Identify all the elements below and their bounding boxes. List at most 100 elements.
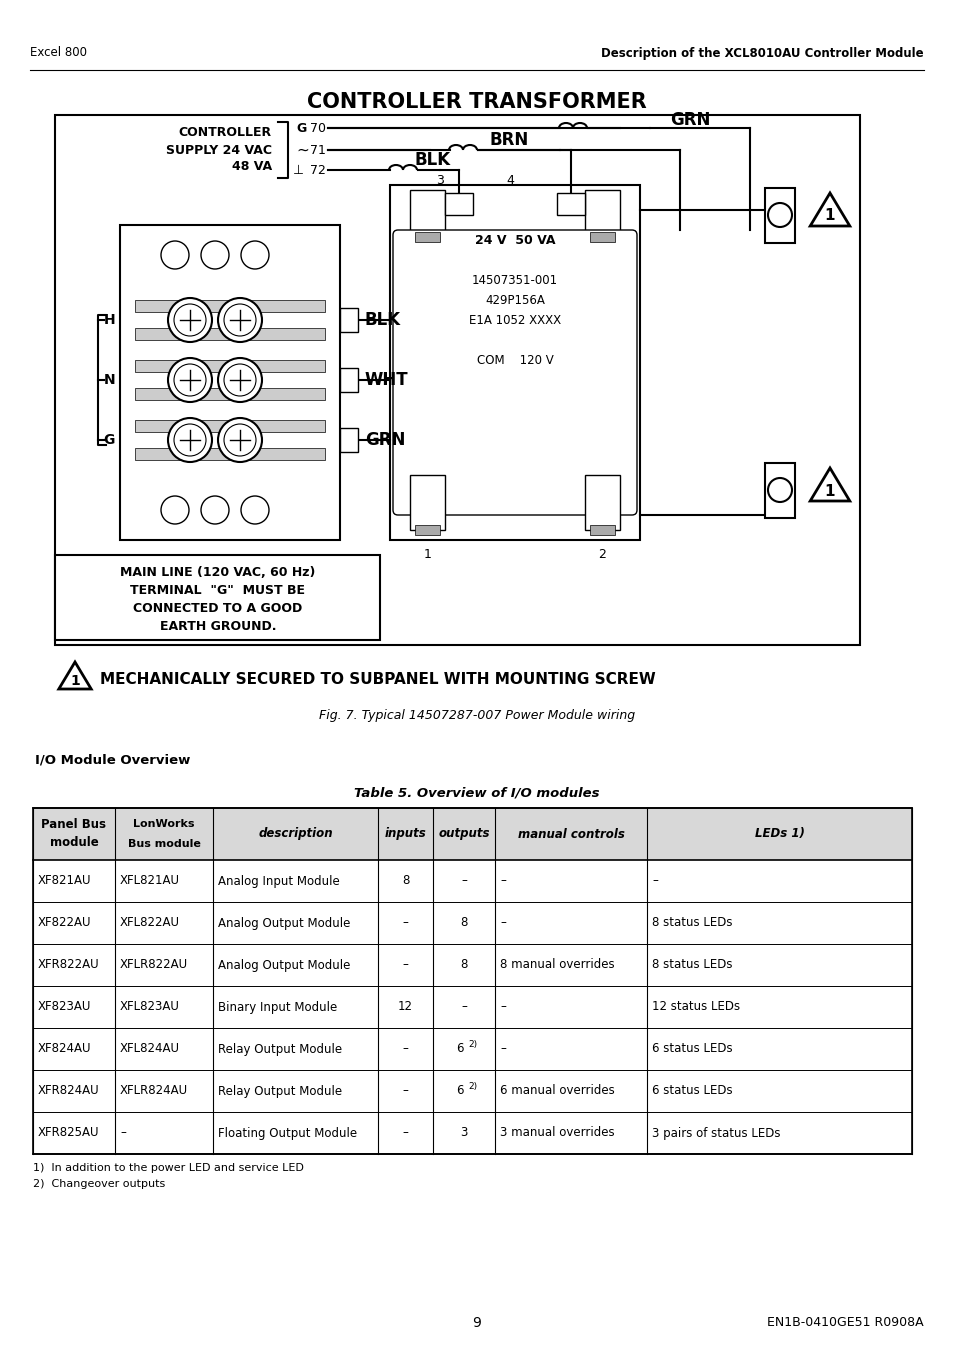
Text: –: – [402, 1085, 408, 1097]
Text: Analog Input Module: Analog Input Module [218, 874, 339, 888]
Bar [135, 300, 325, 312]
Text: 1: 1 [423, 549, 431, 562]
Text: G: G [295, 122, 306, 135]
Text: –: – [499, 874, 505, 888]
Text: 8 status LEDs: 8 status LEDs [651, 916, 732, 929]
Circle shape [168, 417, 212, 462]
Bar [135, 420, 325, 432]
Text: 6 status LEDs: 6 status LEDs [651, 1085, 732, 1097]
Polygon shape [59, 662, 91, 689]
Text: 6 status LEDs: 6 status LEDs [651, 1043, 732, 1055]
Text: 2): 2) [468, 1082, 476, 1090]
Text: XFR822AU: XFR822AU [38, 958, 99, 971]
Bar [339, 308, 357, 332]
Bar [55, 555, 379, 640]
Bar [55, 115, 859, 644]
Text: 1)  In addition to the power LED and service LED: 1) In addition to the power LED and serv… [33, 1163, 304, 1173]
Text: Binary Input Module: Binary Input Module [218, 1001, 337, 1013]
Text: XF823AU: XF823AU [38, 1001, 91, 1013]
Text: CONTROLLER: CONTROLLER [178, 127, 272, 139]
Text: H: H [103, 313, 115, 327]
Bar [33, 808, 911, 1154]
Text: 3 pairs of status LEDs: 3 pairs of status LEDs [651, 1127, 780, 1139]
Circle shape [224, 363, 255, 396]
Circle shape [161, 240, 189, 269]
Text: XFL822AU: XFL822AU [120, 916, 180, 929]
Text: GRN: GRN [669, 111, 710, 128]
Text: 1: 1 [824, 208, 835, 223]
Text: XFL824AU: XFL824AU [120, 1043, 180, 1055]
Text: EN1B-0410GE51 R0908A: EN1B-0410GE51 R0908A [766, 1316, 923, 1329]
Text: 8: 8 [401, 874, 409, 888]
Bar [589, 232, 615, 242]
Text: 3 manual overrides: 3 manual overrides [499, 1127, 614, 1139]
Text: 2: 2 [598, 549, 606, 562]
Text: 429P156A: 429P156A [484, 293, 544, 307]
Bar [764, 462, 794, 517]
Text: XF822AU: XF822AU [38, 916, 91, 929]
Bar [584, 190, 619, 245]
Text: –: – [402, 1043, 408, 1055]
Text: module: module [50, 836, 98, 850]
Bar [410, 476, 444, 530]
Text: –: – [499, 1001, 505, 1013]
Text: E1A 1052 XXXX: E1A 1052 XXXX [469, 313, 560, 327]
Text: 12 status LEDs: 12 status LEDs [651, 1001, 740, 1013]
Text: N: N [103, 373, 115, 386]
Text: XFR825AU: XFR825AU [38, 1127, 99, 1139]
Text: Table 5. Overview of I/O modules: Table 5. Overview of I/O modules [354, 786, 599, 800]
Circle shape [168, 358, 212, 403]
Text: 14507351-001: 14507351-001 [472, 273, 558, 286]
Bar [339, 367, 357, 392]
Text: 6: 6 [456, 1043, 463, 1055]
Text: 4: 4 [505, 173, 514, 186]
Text: –: – [402, 916, 408, 929]
Bar [415, 232, 439, 242]
Text: XFLR822AU: XFLR822AU [120, 958, 188, 971]
Text: 8: 8 [460, 958, 467, 971]
Circle shape [767, 478, 791, 503]
Text: CONNECTED TO A GOOD: CONNECTED TO A GOOD [133, 601, 302, 615]
Text: Fig. 7. Typical 14507287-007 Power Module wiring: Fig. 7. Typical 14507287-007 Power Modul… [318, 708, 635, 721]
Text: inputs: inputs [384, 828, 426, 840]
Text: –: – [499, 916, 505, 929]
Text: WHT: WHT [365, 372, 408, 389]
Polygon shape [809, 193, 849, 226]
Bar [444, 193, 473, 215]
Circle shape [218, 299, 262, 342]
FancyBboxPatch shape [393, 230, 637, 515]
Circle shape [201, 496, 229, 524]
Text: ⊥: ⊥ [293, 163, 304, 177]
Text: 8 manual overrides: 8 manual overrides [499, 958, 614, 971]
Bar [410, 190, 444, 245]
Circle shape [161, 496, 189, 524]
Text: 2): 2) [468, 1039, 476, 1048]
Text: –: – [402, 958, 408, 971]
Text: Bus module: Bus module [128, 839, 200, 848]
Text: XF824AU: XF824AU [38, 1043, 91, 1055]
Circle shape [224, 424, 255, 457]
Bar [339, 428, 357, 453]
Bar [135, 359, 325, 372]
Text: XFL821AU: XFL821AU [120, 874, 180, 888]
Bar [135, 449, 325, 459]
Text: GRN: GRN [365, 431, 405, 449]
Text: Panel Bus: Panel Bus [42, 819, 107, 831]
Polygon shape [809, 467, 849, 501]
Text: XFLR824AU: XFLR824AU [120, 1085, 188, 1097]
Text: MECHANICALLY SECURED TO SUBPANEL WITH MOUNTING SCREW: MECHANICALLY SECURED TO SUBPANEL WITH MO… [100, 673, 655, 688]
Text: 71: 71 [310, 143, 326, 157]
Text: 8: 8 [460, 916, 467, 929]
Text: SUPPLY 24 VAC: SUPPLY 24 VAC [166, 143, 272, 157]
Text: MAIN LINE (120 VAC, 60 Hz): MAIN LINE (120 VAC, 60 Hz) [120, 566, 315, 578]
Text: ~: ~ [295, 142, 309, 158]
Text: 1: 1 [824, 484, 835, 499]
Text: LEDs 1): LEDs 1) [754, 828, 803, 840]
Text: –: – [460, 874, 466, 888]
Text: 48 VA: 48 VA [232, 161, 272, 173]
Circle shape [173, 363, 206, 396]
Bar [135, 328, 325, 340]
Bar [589, 526, 615, 535]
Bar [764, 188, 794, 242]
Text: BRN: BRN [490, 131, 529, 149]
